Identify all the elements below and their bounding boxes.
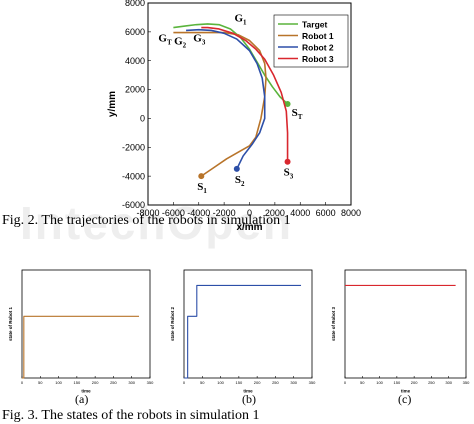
x-tick-label: 350 xyxy=(463,380,470,385)
figure2-caption: Fig. 2. The trajectories of the robots i… xyxy=(2,213,291,228)
y-tick-label: 6000 xyxy=(125,27,145,37)
y-tick-label: -4000 xyxy=(122,171,145,181)
point-annotation: G1 xyxy=(234,13,247,27)
x-axis-label: time xyxy=(243,389,253,394)
point-annotation: S2 xyxy=(235,174,245,188)
x-tick-label: 100 xyxy=(55,380,62,385)
point-annotation: G3 xyxy=(193,33,206,47)
legend-label: Robot 3 xyxy=(302,54,334,64)
x-axis-label: x/mm xyxy=(236,222,262,233)
x-tick-label: 150 xyxy=(74,380,81,385)
y-tick-label: 8000 xyxy=(125,0,145,8)
y-axis-label: state of Robot 2 xyxy=(170,307,175,341)
y-axis-label: state of Robot 3 xyxy=(331,307,336,341)
x-tick-label: 350 xyxy=(147,380,154,385)
x-tick-label: 4000 xyxy=(290,208,310,218)
x-tick-label: 100 xyxy=(376,380,383,385)
point-annotation: G2 xyxy=(174,35,187,49)
y-tick-label: 2000 xyxy=(125,85,145,95)
series-line-0 xyxy=(22,315,140,379)
y-tick-label: -2000 xyxy=(122,142,145,152)
series-line-robot-3 xyxy=(201,26,289,162)
plot-frame xyxy=(344,269,467,379)
x-tick-label: 0 xyxy=(21,380,24,385)
start-point-robot-3 xyxy=(284,158,291,165)
plot-frame xyxy=(183,269,313,379)
point-annotation: GT xyxy=(158,33,172,47)
x-tick-label: 6000 xyxy=(316,208,336,218)
x-tick-label: 50 xyxy=(360,380,365,385)
series-line-0 xyxy=(184,284,302,379)
x-tick-label: -8000 xyxy=(136,208,159,218)
x-tick-label: 250 xyxy=(428,380,435,385)
x-tick-label: 2000 xyxy=(265,208,285,218)
x-tick-label: 0 xyxy=(344,380,347,385)
x-tick-label: 0 xyxy=(183,380,186,385)
series-line-robot-2 xyxy=(186,28,266,170)
x-tick-label: 300 xyxy=(445,380,452,385)
point-annotation: ST xyxy=(292,107,303,121)
start-point-robot-2 xyxy=(233,165,240,172)
y-tick-label: -6000 xyxy=(122,200,145,210)
x-tick-label: 350 xyxy=(309,380,316,385)
start-point-robot-1 xyxy=(198,173,205,180)
legend-label: Target xyxy=(302,20,328,30)
point-annotation: S1 xyxy=(197,181,207,195)
x-tick-label: 8000 xyxy=(341,208,361,218)
x-tick-label: 200 xyxy=(92,380,99,385)
x-tick-label: -2000 xyxy=(213,208,236,218)
subfigure-label-b: (b) xyxy=(242,392,256,406)
x-tick-label: 300 xyxy=(128,380,135,385)
x-tick-label: -4000 xyxy=(187,208,210,218)
point-annotation: S3 xyxy=(284,167,294,181)
x-tick-label: 200 xyxy=(411,380,418,385)
x-axis-label: time xyxy=(401,389,411,394)
y-axis-label: state of Robot 1 xyxy=(8,307,13,341)
figure3-caption: Fig. 3. The states of the robots in simu… xyxy=(2,408,260,423)
x-tick-label: 150 xyxy=(236,380,243,385)
y-tick-label: 4000 xyxy=(125,56,145,66)
y-tick-label: 0 xyxy=(140,114,145,124)
subfigure-label-c: (c) xyxy=(398,392,412,406)
x-axis-label: time xyxy=(81,389,91,394)
x-tick-label: 300 xyxy=(290,380,297,385)
x-tick-label: 50 xyxy=(38,380,43,385)
x-tick-label: 150 xyxy=(394,380,401,385)
x-tick-label: 200 xyxy=(254,380,261,385)
x-tick-label: 250 xyxy=(272,380,279,385)
x-tick-label: 50 xyxy=(200,380,205,385)
legend-label: Robot 1 xyxy=(302,31,334,41)
start-point-target xyxy=(284,101,291,107)
subfigure-label-a: (a) xyxy=(75,392,89,406)
y-axis-label: y/mm xyxy=(107,91,118,117)
x-tick-label: 250 xyxy=(110,380,117,385)
plot-frame xyxy=(21,269,151,379)
x-tick-label: 100 xyxy=(217,380,224,385)
legend-label: Robot 2 xyxy=(302,43,334,53)
x-tick-label: 0 xyxy=(247,208,252,218)
watermark: IntechOpen xyxy=(20,197,294,249)
x-tick-label: -6000 xyxy=(162,208,185,218)
series-line-robot-1 xyxy=(173,31,267,177)
